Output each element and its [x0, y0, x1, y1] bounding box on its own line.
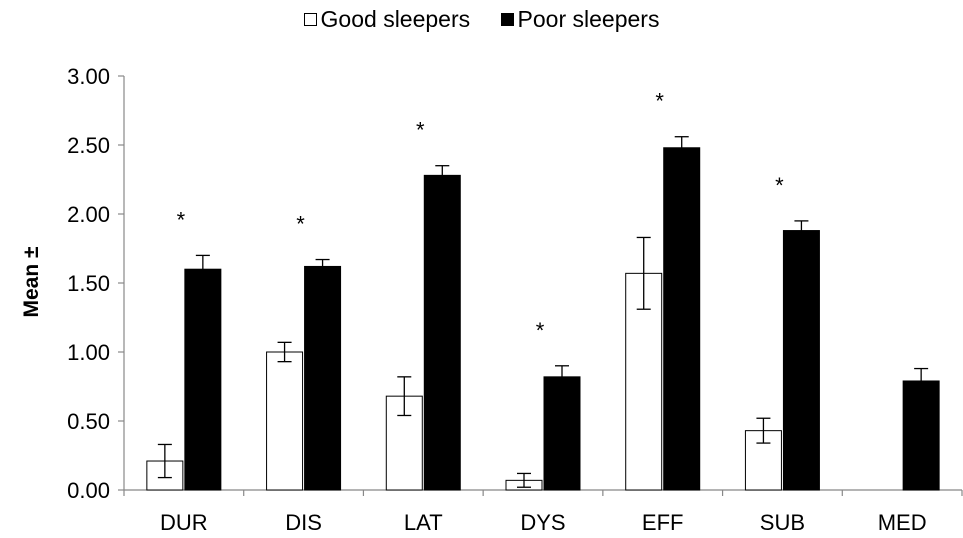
significance-marker: *	[536, 318, 545, 343]
error-bar	[277, 341, 292, 363]
bars: * * * * * *	[146, 89, 940, 491]
error-bar	[195, 254, 210, 284]
legend-item-good: Good sleepers	[303, 6, 471, 33]
legend-swatch-good	[303, 13, 317, 26]
y-tick-label: 0.50	[67, 409, 110, 434]
x-axis: DUR DIS LAT DYS EFF SUB MED	[123, 489, 963, 535]
bar	[266, 351, 304, 491]
y-tick-label: 1.50	[67, 271, 110, 296]
x-tick-label: EFF	[642, 510, 684, 535]
y-tick-label: 3.00	[67, 64, 110, 89]
significance-marker: *	[177, 207, 186, 232]
error-bar	[636, 236, 651, 310]
error-bar	[435, 165, 450, 186]
bar	[902, 380, 940, 491]
x-tick-label: DYS	[520, 510, 565, 535]
chart-legend: Good sleepers Poor sleepers	[0, 6, 963, 33]
error-bar	[555, 365, 569, 389]
error-bar	[794, 220, 809, 241]
bar	[543, 376, 581, 491]
legend-swatch-poor	[500, 13, 514, 26]
significance-marker: *	[655, 89, 664, 114]
bar	[423, 174, 461, 491]
bar	[184, 268, 222, 491]
error-bar	[315, 258, 330, 274]
significance-marker: *	[296, 212, 305, 237]
bar	[782, 230, 820, 491]
significance-marker: *	[416, 118, 425, 143]
error-bar	[157, 443, 172, 479]
bar	[304, 265, 342, 491]
y-axis-label: Mean ±	[20, 246, 43, 318]
x-tick-label: DIS	[285, 510, 322, 535]
error-bar	[517, 472, 531, 488]
x-tick-label: MED	[878, 510, 927, 535]
x-tick-label: DUR	[160, 510, 208, 535]
legend-label-good: Good sleepers	[320, 6, 471, 32]
x-tick-label: LAT	[404, 510, 443, 535]
error-bar	[674, 136, 689, 160]
y-tick-label: 2.50	[67, 133, 110, 158]
y-tick-label: 1.00	[67, 340, 110, 365]
error-bar	[756, 417, 771, 444]
y-tick-label: 0.00	[67, 478, 110, 503]
error-bar	[397, 376, 412, 417]
bar	[663, 147, 701, 491]
significance-marker: *	[775, 173, 784, 198]
x-tick-label: SUB	[760, 510, 805, 535]
y-tick-label: 2.00	[67, 202, 110, 227]
error-bar	[914, 367, 929, 395]
legend-label-poor: Poor sleepers	[517, 6, 660, 32]
legend-item-poor: Poor sleepers	[500, 6, 660, 33]
y-axis: 0.00 0.50 1.00 1.50 2.00 2.50 3.00	[67, 64, 125, 503]
